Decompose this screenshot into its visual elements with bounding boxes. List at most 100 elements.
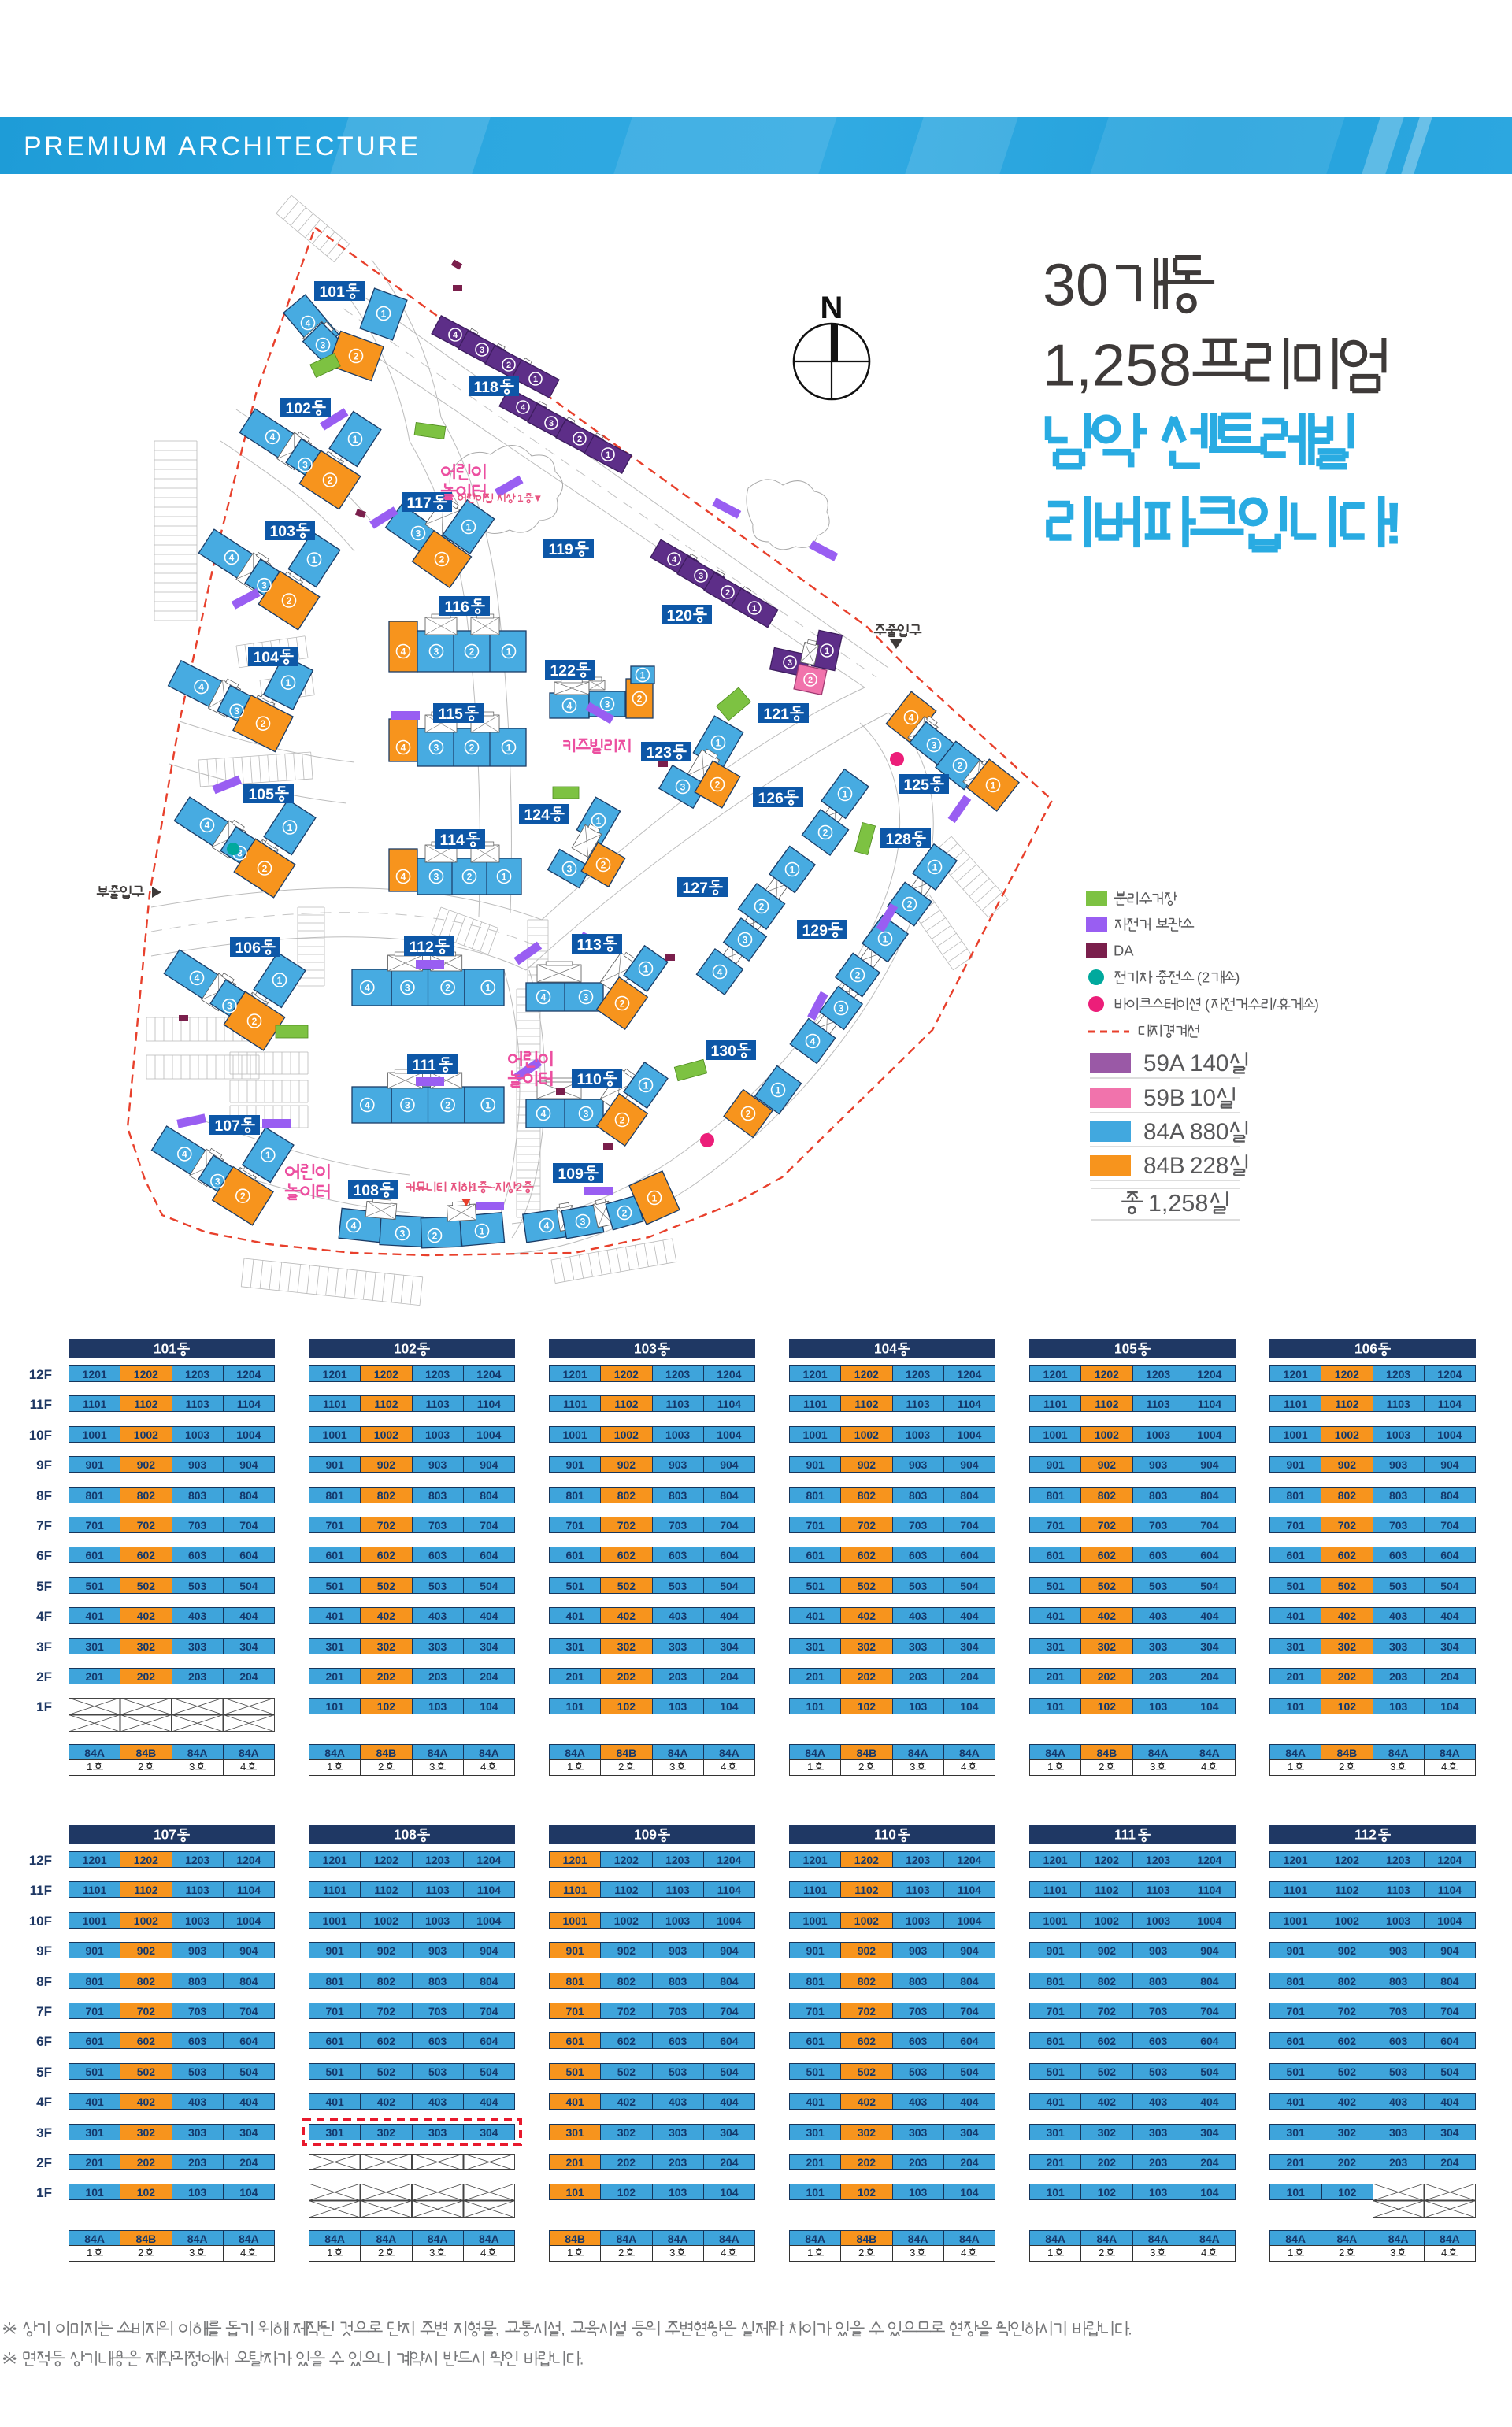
svg-text:2: 2 [855,969,861,980]
svg-text:3: 3 [669,2247,675,2258]
svg-text:2: 2 [1339,2247,1344,2258]
svg-text:3: 3 [189,2247,195,2258]
svg-text:2: 2 [1099,1761,1104,1773]
svg-text:2: 2 [328,475,333,486]
svg-text:112: 112 [1354,1827,1377,1843]
svg-text:110: 110 [577,1071,602,1088]
svg-text:3: 3 [932,739,937,750]
svg-text:2: 2 [620,1114,625,1125]
svg-text:102: 102 [394,1341,417,1357]
svg-text:2: 2 [469,646,475,657]
svg-text:1: 1 [466,521,472,532]
svg-text:,: , [561,2321,570,2339]
svg-text:4: 4 [961,2247,966,2258]
svg-text:103: 103 [270,523,296,540]
svg-text:4: 4 [521,403,526,413]
svg-text:4: 4 [195,973,200,984]
svg-text:1: 1 [480,1225,485,1236]
svg-text:128: 128 [886,831,912,848]
svg-text:1: 1 [807,1761,813,1773]
svg-text:4: 4 [1441,1761,1447,1773]
svg-text:2: 2 [445,982,450,993]
svg-text:4: 4 [480,1761,486,1773]
svg-text:1: 1 [533,375,538,384]
svg-text:1: 1 [1047,1761,1053,1773]
svg-text:N: N [821,291,843,325]
svg-text:1: 1 [883,933,888,944]
svg-text:84B: 84B [1143,1153,1185,1179]
svg-text:1,258: 1,258 [1043,332,1191,398]
svg-text:1: 1 [287,822,293,833]
svg-text:59A: 59A [1143,1050,1185,1076]
svg-text:3: 3 [1150,1761,1155,1773]
svg-text:1: 1 [807,2247,813,2258]
svg-text:1: 1 [502,871,507,882]
svg-text:(: ( [1201,996,1210,1013]
svg-text:4: 4 [240,2247,246,2258]
svg-text:3: 3 [680,781,686,792]
svg-text:1: 1 [825,647,829,656]
svg-text:3: 3 [839,1002,844,1013]
svg-text:3: 3 [910,1761,915,1773]
svg-text:1: 1 [353,434,358,445]
svg-text:101: 101 [154,1341,176,1357]
svg-text:1: 1 [485,1099,491,1110]
svg-text:102: 102 [286,400,311,417]
svg-text:2: 2 [958,760,963,771]
svg-text:4: 4 [351,1220,357,1231]
svg-text:109: 109 [558,1165,584,1183]
svg-text:▼: ▼ [532,492,543,504]
svg-text:4: 4 [240,1761,246,1773]
svg-text:1: 1 [790,864,795,875]
svg-text:2: 2 [577,435,582,444]
svg-text:1: 1 [87,2247,92,2258]
svg-text:105: 105 [1114,1341,1137,1357]
svg-text:2: 2 [432,1230,438,1241]
svg-text:2: 2 [467,871,472,882]
svg-text:2: 2 [1099,2247,1104,2258]
svg-text:108: 108 [394,1827,417,1843]
svg-text:3: 3 [400,1228,406,1239]
svg-text:4: 4 [721,2247,726,2258]
svg-text:4: 4 [541,991,547,1002]
svg-text:1: 1 [640,669,646,680]
svg-text:3: 3 [215,1176,220,1187]
svg-text:4: 4 [198,681,204,692]
svg-text:4: 4 [401,742,406,753]
svg-text:3: 3 [321,339,326,350]
svg-text:2: 2 [378,2247,384,2258]
svg-text:2: 2 [808,676,813,685]
svg-text:~: ~ [488,1181,495,1195]
svg-text:3: 3 [261,580,267,591]
svg-text:122: 122 [550,662,576,680]
svg-text:114: 114 [440,832,465,849]
svg-text:2: 2 [907,899,913,910]
svg-text:104: 104 [874,1341,897,1357]
svg-text:3: 3 [416,528,421,539]
svg-text:4: 4 [672,555,677,565]
svg-text:1: 1 [932,861,938,873]
svg-text:1,258: 1,258 [1141,1190,1208,1217]
svg-text:/: / [1273,996,1277,1013]
svg-text:1: 1 [277,975,283,986]
svg-text:111: 111 [413,1057,436,1074]
svg-text:123: 123 [647,744,673,761]
svg-text:1: 1 [596,815,602,826]
svg-text:1: 1 [87,1761,92,1773]
svg-text:107: 107 [154,1827,176,1843]
svg-text:140: 140 [1190,1050,1228,1076]
svg-text:2: 2 [516,1181,523,1195]
svg-text:3: 3 [429,1761,435,1773]
svg-text:1: 1 [506,646,512,657]
svg-text:121: 121 [764,706,790,723]
svg-text:4: 4 [810,1036,816,1047]
svg-text:129: 129 [802,922,828,939]
svg-text:1: 1 [471,1181,478,1195]
svg-text:1: 1 [752,604,757,613]
svg-text:1: 1 [643,1080,649,1091]
svg-text:3: 3 [405,982,410,993]
svg-text:127: 127 [683,880,708,897]
svg-text:1: 1 [606,450,610,460]
svg-text:2: 2 [261,718,266,729]
svg-text:3: 3 [234,706,239,717]
